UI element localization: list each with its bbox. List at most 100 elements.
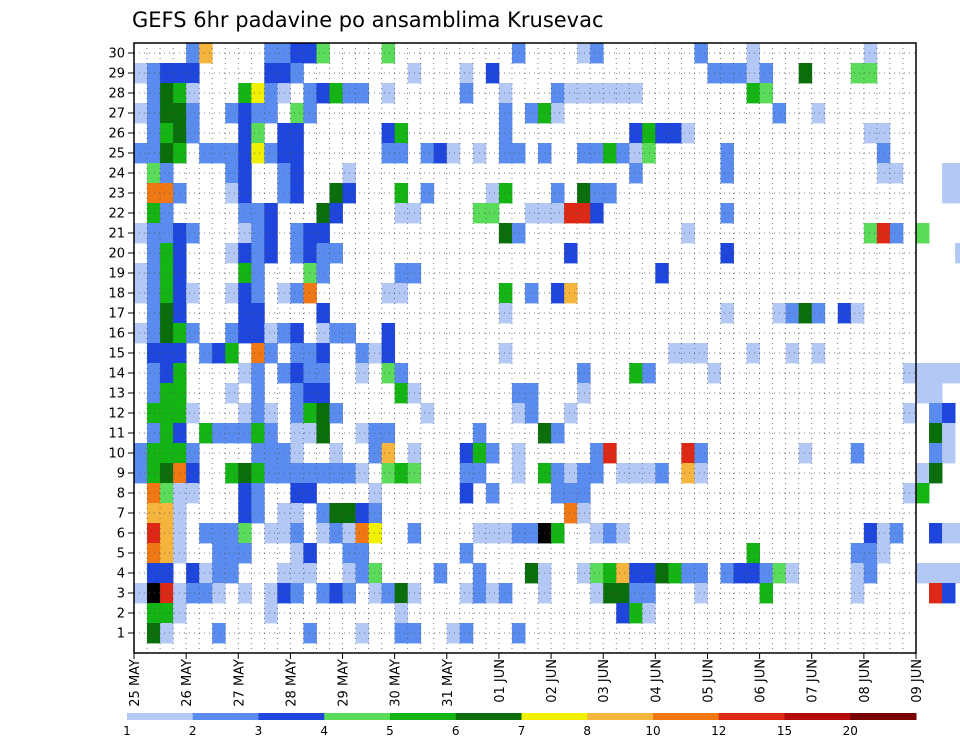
heatmap-cell [381,143,396,164]
legend-label: 3 [255,724,263,738]
legend-label: 15 [777,724,792,738]
heatmap-cell [564,403,578,424]
heatmap-cell [616,563,630,584]
heatmap-cell [134,103,148,124]
heatmap-cell [316,223,330,244]
heatmap-cells [134,43,960,644]
heatmap-cell [850,543,865,564]
heatmap-cell [863,223,878,244]
heatmap-cell [916,463,930,484]
heatmap-cell [942,163,956,184]
heatmap-cell [798,63,813,84]
y-tick-label: 26 [108,127,125,142]
legend-swatch [324,713,391,720]
y-tick-label: 6 [117,527,125,542]
heatmap-cell [511,383,526,404]
heatmap-cell [264,143,278,164]
heatmap-cell [160,163,174,184]
heatmap-cell [511,443,526,464]
heatmap-cell [160,543,174,564]
heatmap-cell [720,163,734,184]
heatmap-cell [681,123,695,144]
heatmap-cell [251,303,265,324]
heatmap-cell [459,543,474,564]
heatmap-cell [394,183,409,204]
heatmap-cell [290,163,304,184]
heatmap-cell [134,583,148,604]
heatmap-cell [485,483,500,504]
legend-swatch [127,713,194,720]
heatmap-cell [186,563,200,584]
heatmap-cell [850,443,865,464]
heatmap-cell [199,143,213,164]
heatmap-cell [616,523,630,544]
legend-label: 1 [123,724,131,738]
heatmap-cell [485,63,500,84]
legend-swatch [718,713,785,720]
heatmap-cell [798,303,813,324]
heatmap-cell [186,463,200,484]
y-tick-label: 10 [108,447,125,462]
heatmap-cell [251,103,265,124]
heatmap-cell [929,563,943,584]
heatmap-cell [746,83,760,104]
heatmap-cell [303,103,317,124]
heatmap-cell [147,203,161,224]
heatmap-cell [577,463,591,484]
heatmap-cell [264,463,278,484]
heatmap-cell [160,463,174,484]
heatmap-cell [590,203,604,224]
heatmap-cell [290,483,304,504]
heatmap-cell [160,263,174,284]
heatmap-cell [394,123,409,144]
heatmap-cell [785,303,800,324]
heatmap-cell [225,163,239,184]
heatmap-cell [355,83,369,104]
heatmap-cell [485,203,500,224]
heatmap-cell [225,143,239,164]
heatmap-cell [264,423,278,444]
heatmap-cell [290,583,304,604]
heatmap-cell [485,443,500,464]
heatmap-cell [525,203,539,224]
heatmap-cell [929,363,943,384]
heatmap-cell [160,363,174,384]
heatmap-cell [733,563,747,584]
y-tick-label: 5 [117,547,125,562]
x-tick-label: 28 MAY [284,659,299,707]
heatmap-cell [251,243,265,264]
heatmap-cell [889,523,904,544]
heatmap-cell [759,563,774,584]
heatmap-cell [446,623,461,644]
heatmap-cell [147,503,161,524]
heatmap-cell [525,283,539,304]
heatmap-cell [916,483,930,504]
heatmap-cell [616,143,630,164]
heatmap-cell [329,523,343,544]
y-tick-label: 8 [117,487,125,502]
heatmap-cell [942,363,956,384]
heatmap-cell [459,483,474,504]
heatmap-cell [394,583,409,604]
heatmap-cell [147,123,161,144]
x-tick-label: 07 JUN [806,659,821,703]
heatmap-cell [355,563,369,584]
legend-label: 2 [189,724,197,738]
heatmap-cell [564,203,578,224]
heatmap-cell [511,523,526,544]
heatmap-cell [759,83,774,104]
heatmap-cell [577,83,591,104]
heatmap-cell [629,463,643,484]
heatmap-cell [264,203,278,224]
heatmap-cell [785,343,800,364]
heatmap-cell [942,403,956,424]
heatmap-cell [303,563,317,584]
heatmap-cell [798,443,813,464]
heatmap-cell [590,563,604,584]
heatmap-cell [160,423,174,444]
heatmap-cell [329,463,343,484]
heatmap-cell [876,163,891,184]
heatmap-cell [916,383,930,404]
heatmap-cell [147,283,161,304]
heatmap-cell [746,63,760,84]
